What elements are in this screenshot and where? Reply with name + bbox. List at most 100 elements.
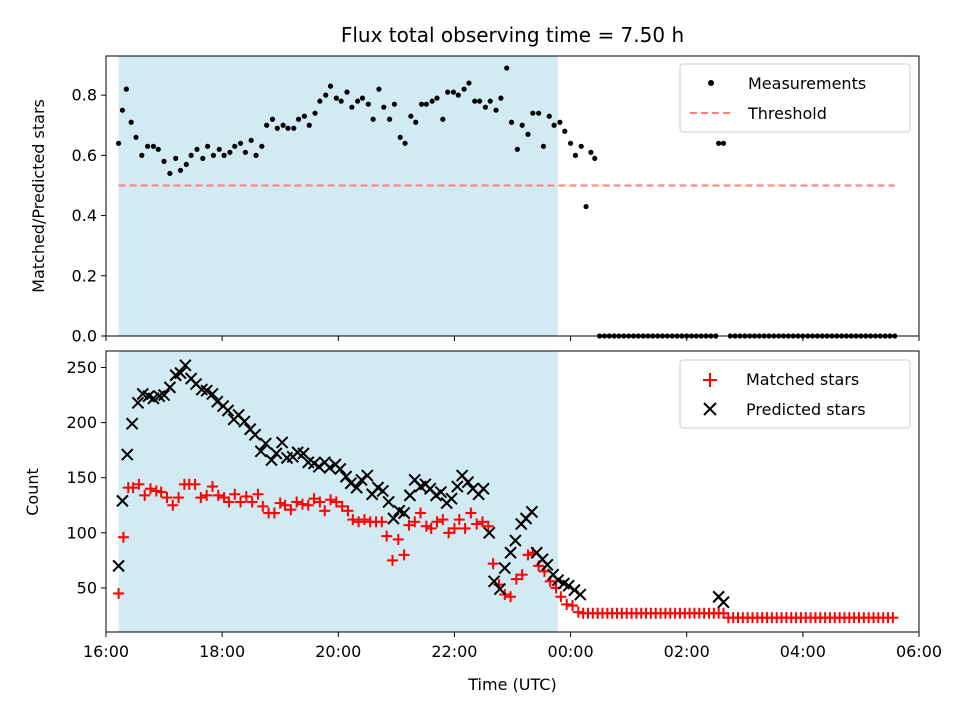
predicted-point	[112, 559, 125, 573]
matched-point	[117, 531, 129, 543]
matched-point	[376, 516, 388, 528]
measurement-point	[370, 116, 376, 122]
predicted-point-b	[291, 446, 304, 459]
predicted-point	[574, 588, 587, 601]
measurement-point	[210, 152, 217, 158]
measurement-point	[476, 98, 483, 104]
legend-threshold-label: Threshold	[747, 104, 827, 123]
measurement-point	[461, 86, 467, 92]
predicted-point-b	[302, 456, 315, 469]
measurement-point	[386, 116, 393, 122]
predicted-point-b	[382, 495, 395, 509]
matched-point	[516, 569, 528, 581]
matched-point	[887, 612, 899, 624]
matched-point	[173, 492, 185, 504]
matched-point	[235, 496, 247, 508]
measurement-point	[567, 140, 574, 146]
measurement-point	[227, 149, 233, 155]
matched-point	[113, 587, 125, 599]
measurement-point	[338, 98, 344, 104]
matched-point	[279, 499, 291, 511]
bottom-x-tick-label: 06:00	[896, 642, 942, 661]
top-y-tick-label: 0.6	[72, 146, 97, 165]
predicted-point	[238, 415, 251, 428]
measurement-point	[445, 89, 451, 95]
measurement-point	[150, 143, 157, 149]
matched-point	[167, 499, 179, 511]
predicted-point-b	[498, 561, 511, 575]
predicted-point-b	[270, 447, 283, 460]
measurement-point	[259, 143, 265, 149]
bottom-x-tick-label: 00:00	[548, 642, 594, 661]
bottom-x-tick-label: 22:00	[431, 642, 477, 661]
predicted-point-b	[477, 482, 490, 495]
measurement-point	[269, 116, 276, 122]
matched-point	[476, 516, 488, 528]
matched-point	[212, 489, 224, 501]
predicted-point	[382, 495, 395, 509]
top-y-ticks: 0.0 0.2 0.4 0.6 0.8	[72, 86, 106, 346]
predicted-point	[493, 582, 507, 596]
measurement-point	[408, 113, 414, 119]
measurement-point	[365, 101, 371, 107]
bottom-x-axis-label: Time (UTC)	[467, 675, 556, 694]
measurement-point	[145, 143, 151, 149]
matched-point	[161, 492, 173, 504]
measurement-point	[450, 89, 457, 95]
predicted-point	[121, 448, 134, 461]
matched-point	[392, 533, 404, 545]
predicted-point-b	[455, 469, 469, 482]
top-legend-box	[679, 63, 911, 133]
predicted-point	[551, 574, 565, 587]
predicted-point	[504, 546, 517, 559]
predicted-point-b	[206, 387, 219, 401]
legend-matched-label: Matched stars	[746, 370, 859, 389]
measurement-point	[349, 104, 355, 110]
legend-predicted-label: Predicted stars	[746, 400, 866, 419]
predicted-point	[451, 480, 464, 493]
measurement-point	[216, 146, 222, 152]
bottom-y-tick-label: 200	[66, 413, 97, 432]
predicted-point-b	[297, 447, 310, 460]
predicted-point-b	[397, 506, 411, 520]
matched-point	[189, 478, 201, 490]
legend-measurements-label: Measurements	[748, 74, 866, 93]
predicted-point-b	[112, 559, 125, 573]
predicted-point-b	[445, 492, 458, 505]
top-y-tick-label: 0.2	[72, 266, 97, 285]
measurement-point	[280, 122, 286, 128]
predicted-point-b	[530, 546, 543, 559]
matched-point	[342, 505, 354, 517]
bottom-legend-box	[679, 359, 911, 429]
measurement-point	[323, 92, 329, 98]
measurement-point	[274, 125, 280, 131]
measurement-point	[139, 152, 145, 158]
matched-point	[285, 504, 297, 516]
predicted-point	[323, 461, 336, 475]
measurement-point	[546, 113, 552, 119]
predicted-point	[387, 512, 400, 525]
predicted-point	[254, 445, 268, 458]
measurement-point	[232, 143, 238, 149]
measurement-point	[344, 89, 350, 95]
matched-point	[206, 481, 218, 493]
measurement-point	[391, 101, 398, 107]
measurement-point	[402, 140, 408, 146]
predicted-point	[270, 447, 283, 460]
matched-point	[330, 496, 342, 508]
measurement-point	[253, 152, 259, 158]
matched-point	[425, 522, 437, 534]
top-shaded-span	[118, 56, 558, 336]
measurement-point	[123, 86, 129, 92]
predicted-point	[487, 575, 501, 588]
predicted-point	[174, 366, 187, 380]
matched-point	[471, 518, 483, 530]
predicted-point-b	[323, 461, 336, 475]
bottom-y-tick-label: 100	[66, 523, 97, 542]
bottom-legend: Matched stars Predicted stars	[679, 359, 911, 429]
bottom-x-tick-label: 18:00	[199, 642, 245, 661]
matched-point	[296, 498, 308, 510]
predicted-point-b	[493, 582, 507, 596]
measurement-point	[327, 83, 334, 89]
predicted-point	[334, 462, 347, 476]
